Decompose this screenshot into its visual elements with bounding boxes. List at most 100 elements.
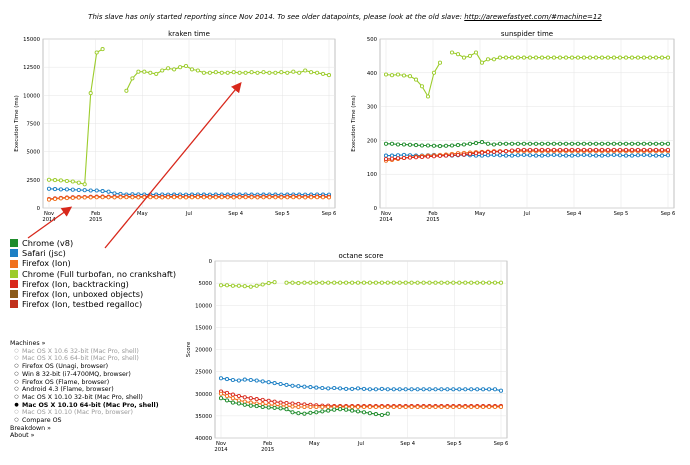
- machine-label: Compare OS: [22, 417, 62, 425]
- data-point: [64, 196, 69, 201]
- data-point: [243, 70, 248, 75]
- machines-header[interactable]: Machines »: [10, 340, 46, 347]
- data-point: [124, 195, 129, 200]
- data-point: [475, 404, 480, 410]
- data-point: [272, 405, 277, 410]
- breakdown-link[interactable]: Breakdown »: [10, 424, 51, 432]
- machine-label: Android 4.3 (Flame, browser): [22, 386, 114, 394]
- y-tick-label: 10000: [195, 303, 212, 309]
- data-point: [219, 195, 224, 200]
- data-point: [515, 147, 521, 152]
- data-point: [563, 153, 569, 158]
- old-slave-link[interactable]: http://arewefastyet.com/#machine=12: [464, 13, 602, 21]
- data-point: [178, 195, 183, 200]
- data-point: [361, 410, 367, 415]
- machine-list: ○ Mac OS X 10.6 32-bit (Mac Pro, shell) ○ M…: [10, 348, 159, 425]
- data-point: [401, 155, 407, 161]
- data-point: [338, 386, 343, 391]
- data-point: [367, 411, 372, 416]
- data-point: [344, 407, 349, 412]
- data-point: [605, 147, 611, 152]
- data-point: [290, 280, 295, 285]
- data-point: [314, 280, 319, 285]
- y-tick-label: 7500: [27, 122, 41, 128]
- legend-item[interactable]: Chrome (Full turbofan, no crankshaft): [10, 269, 176, 279]
- data-point: [557, 147, 563, 152]
- data-point: [593, 141, 599, 146]
- bullet-icon: ○: [14, 393, 19, 400]
- data-point: [355, 409, 361, 414]
- data-point: [617, 141, 623, 146]
- machine-item[interactable]: ○ Mac OS X 10.10 32-bit (Mac Pro, shell): [10, 394, 159, 402]
- legend-item[interactable]: Firefox (Ion, testbed regalloc): [10, 299, 176, 309]
- data-point: [415, 280, 420, 285]
- data-point: [350, 404, 355, 410]
- data-point: [479, 60, 485, 65]
- data-point: [82, 182, 87, 187]
- data-point: [425, 94, 431, 99]
- data-point: [407, 142, 413, 147]
- data-point: [249, 195, 254, 200]
- data-point: [266, 281, 271, 286]
- legend-item[interactable]: Firefox (Ion, backtracking): [10, 279, 176, 289]
- machine-item[interactable]: ○ Mac OS X 10.6 32-bit (Mac Pro, shell): [10, 348, 159, 356]
- data-point: [449, 153, 455, 158]
- legend-item[interactable]: Chrome (v8): [10, 238, 176, 248]
- data-point: [267, 70, 272, 75]
- data-point: [647, 153, 653, 158]
- data-point: [659, 153, 665, 158]
- data-point: [326, 386, 331, 391]
- y-tick-label: 400: [367, 71, 378, 77]
- data-point: [605, 153, 611, 158]
- data-point: [260, 397, 265, 402]
- series-line: [48, 48, 103, 186]
- data-point: [437, 60, 443, 65]
- data-point: [527, 55, 533, 60]
- data-point: [279, 195, 284, 200]
- machine-item[interactable]: ○ Firefox OS (Unagi, browser): [10, 363, 159, 371]
- data-point: [481, 404, 486, 410]
- data-point: [236, 283, 241, 288]
- legend-item[interactable]: Firefox (Ion, unboxed objects): [10, 289, 176, 299]
- machine-item[interactable]: ○ Mac OS X 10.10 (Mac Pro, browser): [10, 409, 159, 417]
- data-point: [266, 405, 271, 410]
- machine-item[interactable]: ○ Compare OS: [10, 417, 159, 425]
- data-point: [46, 186, 52, 191]
- machine-item[interactable]: ○ Mac OS X 10.6 64-bit (Mac Pro, shell): [10, 355, 159, 363]
- data-point: [249, 70, 254, 75]
- machine-item[interactable]: ● Mac OS X 10.10 64-bit (Mac Pro, shell): [10, 402, 158, 410]
- data-point: [70, 187, 75, 192]
- machine-item[interactable]: ○ Android 4.3 (Flame, browser): [10, 386, 159, 394]
- data-point: [425, 154, 431, 159]
- legend-label: Safari (jsc): [22, 248, 66, 259]
- data-point: [308, 385, 313, 390]
- data-point: [290, 404, 295, 409]
- data-point: [485, 141, 491, 146]
- data-point: [160, 195, 165, 200]
- data-point: [653, 55, 659, 60]
- machine-item[interactable]: ○ Win 8 32-bit (i7-4700MQ, browser): [10, 371, 159, 379]
- data-point: [309, 70, 314, 75]
- data-point: [308, 280, 313, 285]
- data-point: [439, 404, 444, 410]
- data-point: [367, 404, 372, 410]
- data-point: [659, 141, 665, 146]
- data-point: [665, 55, 671, 60]
- data-point: [475, 280, 480, 285]
- legend-item[interactable]: Firefox (Ion): [10, 258, 176, 268]
- machine-item[interactable]: ○ Firefox OS (Flame, browser): [10, 379, 159, 387]
- y-axis-label: Execution Time (ms): [351, 95, 357, 151]
- data-point: [64, 187, 69, 192]
- data-point: [320, 71, 326, 76]
- data-point: [314, 404, 319, 410]
- data-point: [82, 188, 87, 193]
- data-point: [118, 195, 123, 200]
- data-point: [545, 147, 551, 152]
- about-link[interactable]: About »: [10, 432, 35, 440]
- data-point: [397, 387, 402, 392]
- y-tick-label: 100: [367, 172, 378, 178]
- data-point: [383, 156, 389, 162]
- x-tick-label: 2015: [261, 447, 274, 453]
- legend-item[interactable]: Safari (jsc): [10, 248, 176, 258]
- y-tick-label: 2500: [27, 178, 41, 184]
